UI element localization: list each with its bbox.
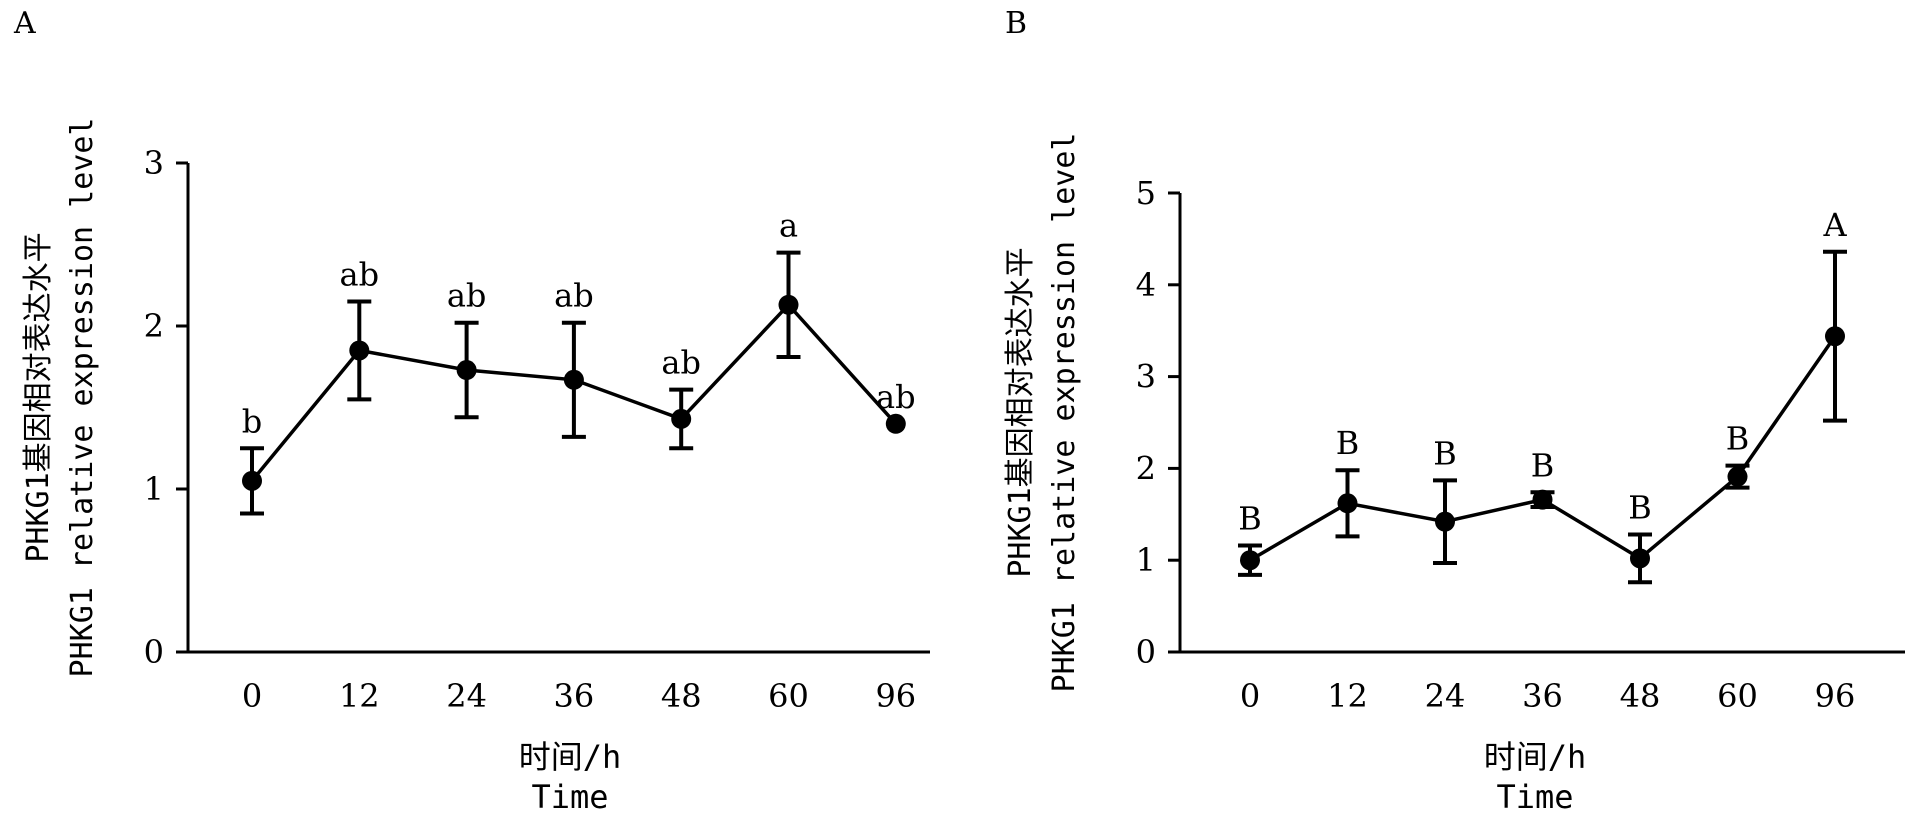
p0-y-tick-label: 2 [144,307,164,345]
p1-data-point [1727,466,1748,487]
p1-x-axis-label-cn: 时间/h [1484,738,1587,776]
p1-x-tick-label: 48 [1620,677,1661,715]
p0-x-tick-label: 12 [339,677,380,715]
p1-y-tick-label: 3 [1136,358,1156,396]
p1-significance-label: B [1433,434,1457,472]
p0-significance-label: ab [661,344,701,382]
p1-x-tick-label: 24 [1425,677,1466,715]
p0-significance-label: ab [876,378,916,416]
p0-data-point [563,369,584,390]
p1-data-point [1532,489,1553,510]
p1-y-axis-label-en: PHKG1 relative expression level [1047,133,1082,693]
p1-y-tick-label: 0 [1136,633,1156,671]
p0-data-point [778,294,799,315]
p0-data-point [242,470,262,491]
p1-significance-label: B [1726,420,1750,458]
p0-x-tick-label: 60 [768,677,809,715]
panel-b-label: B [1005,6,1028,41]
p1-significance-label: B [1238,500,1262,538]
p0-x-tick-label: 36 [554,677,595,715]
p0-x-tick-label: 48 [661,677,702,715]
p0-significance-label: ab [340,256,380,294]
p0-significance-label: b [242,402,262,440]
p1-data-point [1630,548,1650,569]
p0-y-axis-label-cn: PHKG1基因相对表达水平 [21,232,56,562]
p0-y-axis-label-en: PHKG1 relative expression level [65,118,100,678]
p1-x-tick-label: 60 [1717,677,1758,715]
p0-significance-label: ab [447,277,487,315]
p0-y-tick-label: 1 [144,470,164,508]
p0-x-axis-label-cn: 时间/h [519,738,622,776]
p0-data-point [456,360,477,381]
p0-x-tick-label: 24 [446,677,487,715]
p1-significance-label: A [1822,206,1847,244]
p0-y-tick-label: 0 [144,633,164,671]
p0-significance-label: ab [554,277,594,315]
p0-data-point [885,413,906,434]
p1-y-axis-label-cn: PHKG1基因相对表达水平 [1003,247,1038,577]
p0-x-tick-label: 0 [242,677,262,715]
p0-data-point [349,340,370,361]
p0-x-tick-label: 96 [875,677,916,715]
p1-y-tick-label: 2 [1136,449,1156,487]
p1-significance-label: B [1531,446,1555,484]
p1-x-tick-label: 96 [1815,677,1856,715]
p0-y-tick-label: 3 [144,144,164,182]
p1-data-point [1435,511,1455,532]
panel-a-label: A [14,6,36,41]
p1-data-point [1240,550,1260,571]
p1-y-tick-label: 1 [1136,541,1156,579]
p1-data-point [1825,326,1845,347]
p1-x-tick-label: 36 [1522,677,1563,715]
p1-x-axis-label-en: Time [1496,778,1573,816]
p1-x-tick-label: 12 [1327,677,1368,715]
p1-data-point [1337,493,1358,514]
p0-x-axis-label-en: Time [531,778,608,816]
p0-significance-label: a [779,207,798,245]
p1-x-tick-label: 0 [1240,677,1260,715]
p1-y-tick-label: 5 [1136,174,1156,212]
p1-significance-label: B [1628,488,1652,526]
p1-y-tick-label: 4 [1136,266,1156,304]
p1-significance-label: B [1336,424,1360,462]
p0-data-point [671,408,692,429]
